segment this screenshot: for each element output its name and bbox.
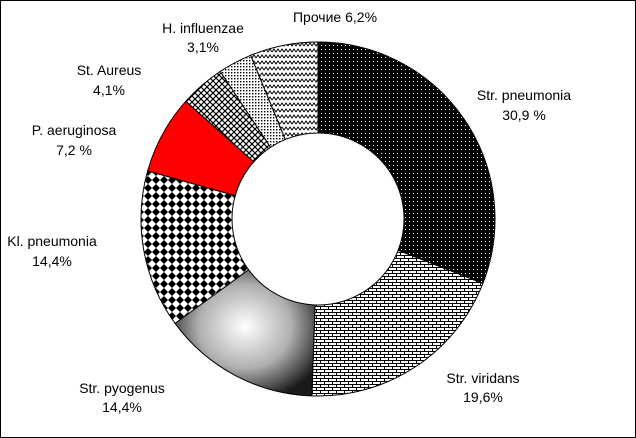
data-label-category: Kl. pneumonia (7, 233, 97, 249)
data-label-value: 19,6% (463, 389, 503, 405)
slice-прочие (250, 41, 319, 141)
data-label-category: Прочие 6,2% (293, 9, 377, 25)
data-label-category: Str. pneumonia (477, 87, 571, 103)
data-label-value: 14,4% (32, 253, 72, 269)
data-label-value: 14,4% (102, 399, 142, 415)
slice-str-viridans (311, 249, 484, 397)
data-label-category: H. influenzae (162, 20, 244, 36)
data-label-category: Str. pyogenus (79, 380, 165, 396)
data-label-value: 4,1% (93, 82, 125, 98)
data-label-value: 7,2 % (56, 142, 92, 158)
data-label-category: P. aeruginosa (32, 122, 117, 138)
data-label-value: 30,9 % (502, 107, 546, 123)
slice-str-pneumonia (317, 41, 496, 285)
data-label-category: St. Aureus (77, 62, 142, 78)
data-label-value: 3,1% (187, 39, 219, 55)
data-label-category: Str. viridans (446, 370, 519, 386)
